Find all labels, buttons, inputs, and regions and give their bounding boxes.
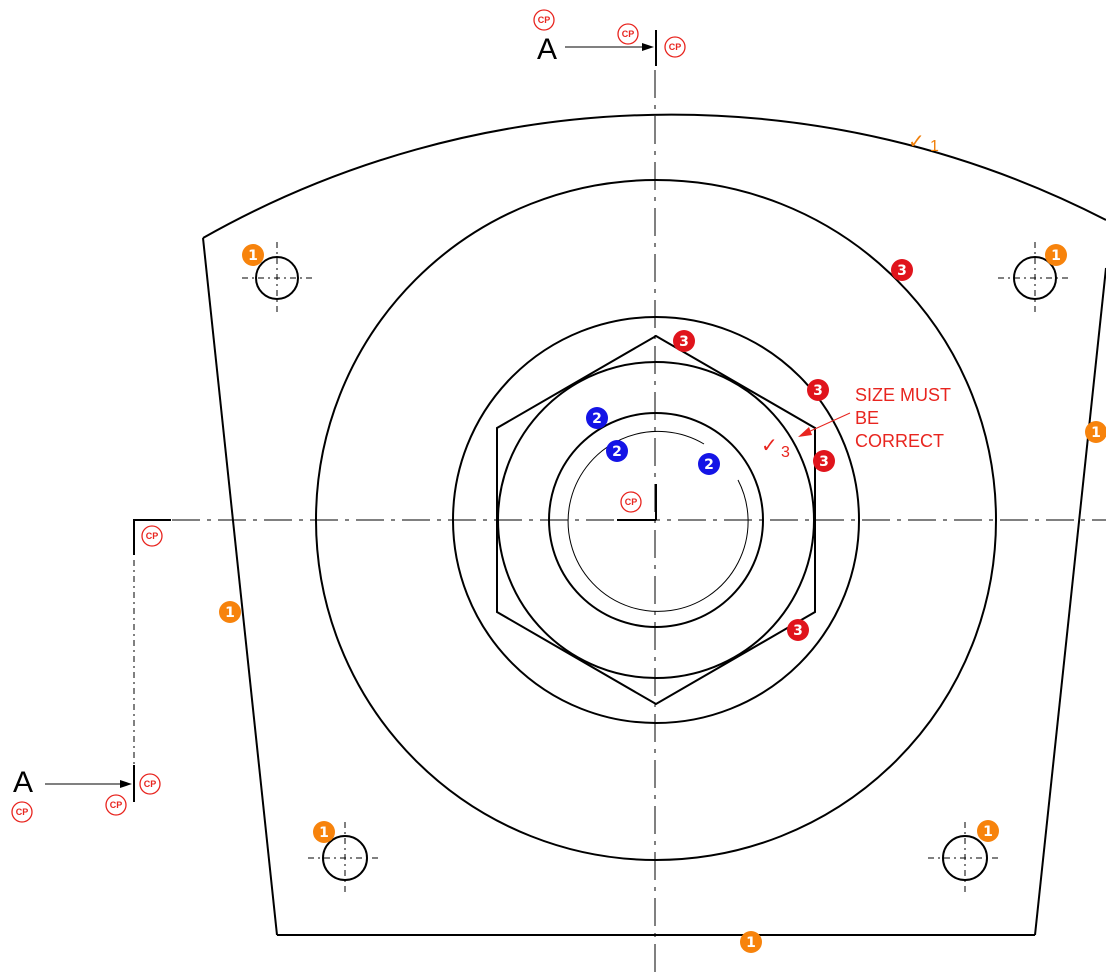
hole-top-left xyxy=(242,242,314,314)
balloon-3: 3 xyxy=(891,259,913,281)
thread-arc xyxy=(567,430,749,612)
svg-text:1: 1 xyxy=(1091,425,1101,441)
cp-stamp: CP xyxy=(617,23,639,45)
svg-text:1: 1 xyxy=(1051,248,1061,264)
plate-outline xyxy=(202,113,1106,936)
section-arrow-head xyxy=(120,780,132,788)
svg-text:1: 1 xyxy=(319,825,329,841)
svg-text:CP: CP xyxy=(110,800,123,810)
check-mark-number: 3 xyxy=(781,444,790,461)
cp-stamp: CP xyxy=(141,525,163,547)
note-line-2: BE xyxy=(855,408,879,428)
note-leader-arrow xyxy=(798,427,812,437)
section-marker-left: A xyxy=(13,519,171,802)
check-mark-number: 1 xyxy=(930,138,939,155)
note-line-3: CORRECT xyxy=(855,431,944,451)
svg-text:3: 3 xyxy=(793,623,803,639)
check-mark-size: ✓ 3 xyxy=(761,433,790,461)
balloon-1: 1 xyxy=(313,821,335,843)
svg-text:CP: CP xyxy=(622,29,635,39)
balloon-1: 1 xyxy=(219,601,241,623)
balloon-3: 3 xyxy=(807,379,829,401)
badges-one: 1 1 1 1 1 1 1 xyxy=(219,244,1106,953)
svg-text:1: 1 xyxy=(225,605,235,621)
svg-text:3: 3 xyxy=(819,454,829,470)
bore-circle xyxy=(548,412,764,628)
svg-text:CP: CP xyxy=(625,497,638,507)
section-letter: A xyxy=(537,33,557,66)
bolt-hole-circle xyxy=(255,256,299,300)
hole-bottom-right xyxy=(928,822,1002,895)
balloon-1: 1 xyxy=(1085,421,1106,443)
svg-text:2: 2 xyxy=(612,444,622,460)
cp-stamp: CP xyxy=(11,801,33,823)
cp-stamps: CP CP CP CP CP CP CP CP xyxy=(11,9,686,823)
balloon-3: 3 xyxy=(813,450,835,472)
balloon-1: 1 xyxy=(242,244,264,266)
section-letter: A xyxy=(13,766,33,799)
nut-washer-circle xyxy=(452,316,860,724)
badges-three: 3 3 3 3 3 xyxy=(673,259,913,641)
hole-top-right xyxy=(998,242,1070,314)
cp-stamp: CP xyxy=(620,491,642,513)
center-reference-mark xyxy=(617,484,657,521)
balloon-3: 3 xyxy=(787,619,809,641)
cp-stamp: CP xyxy=(664,36,686,58)
svg-text:2: 2 xyxy=(704,457,714,473)
svg-text:1: 1 xyxy=(248,248,258,264)
badges-two: 2 2 2 xyxy=(586,407,720,475)
balloon-1: 1 xyxy=(740,931,762,953)
cp-stamp: CP xyxy=(139,773,161,795)
svg-text:CP: CP xyxy=(669,42,682,52)
balloon-3: 3 xyxy=(673,330,695,352)
svg-text:3: 3 xyxy=(897,263,907,279)
svg-text:1: 1 xyxy=(746,935,756,951)
outer-flange-circle xyxy=(315,179,997,861)
check-mark-icon: ✓ xyxy=(908,129,925,153)
svg-text:3: 3 xyxy=(679,334,689,350)
balloon-2: 2 xyxy=(606,440,628,462)
svg-text:3: 3 xyxy=(813,383,823,399)
size-note: SIZE MUST BE CORRECT xyxy=(798,385,951,451)
section-arrow-head xyxy=(642,43,654,51)
balloon-1: 1 xyxy=(977,820,999,842)
note-leader-line xyxy=(805,412,851,434)
svg-text:1: 1 xyxy=(983,824,993,840)
check-mark-icon: ✓ xyxy=(761,433,778,457)
section-cut-corner xyxy=(133,519,171,555)
balloon-1: 1 xyxy=(1045,244,1067,266)
svg-text:CP: CP xyxy=(144,779,157,789)
balloon-2: 2 xyxy=(586,407,608,429)
plate-left-edge xyxy=(202,237,278,936)
hole-bottom-left xyxy=(308,822,382,895)
plate-right-edge xyxy=(1034,267,1106,936)
balloon-2: 2 xyxy=(698,453,720,475)
section-marker-top: A xyxy=(537,30,657,66)
check-mark-top: ✓ 1 xyxy=(908,129,939,155)
svg-text:CP: CP xyxy=(538,15,551,25)
hex-nut xyxy=(496,334,816,706)
svg-text:2: 2 xyxy=(592,411,602,427)
svg-text:CP: CP xyxy=(16,807,29,817)
plate-top-arc xyxy=(202,113,1106,239)
cp-stamp: CP xyxy=(533,9,555,31)
svg-text:CP: CP xyxy=(146,531,159,541)
note-line-1: SIZE MUST xyxy=(855,385,951,405)
cp-stamp: CP xyxy=(105,794,127,816)
